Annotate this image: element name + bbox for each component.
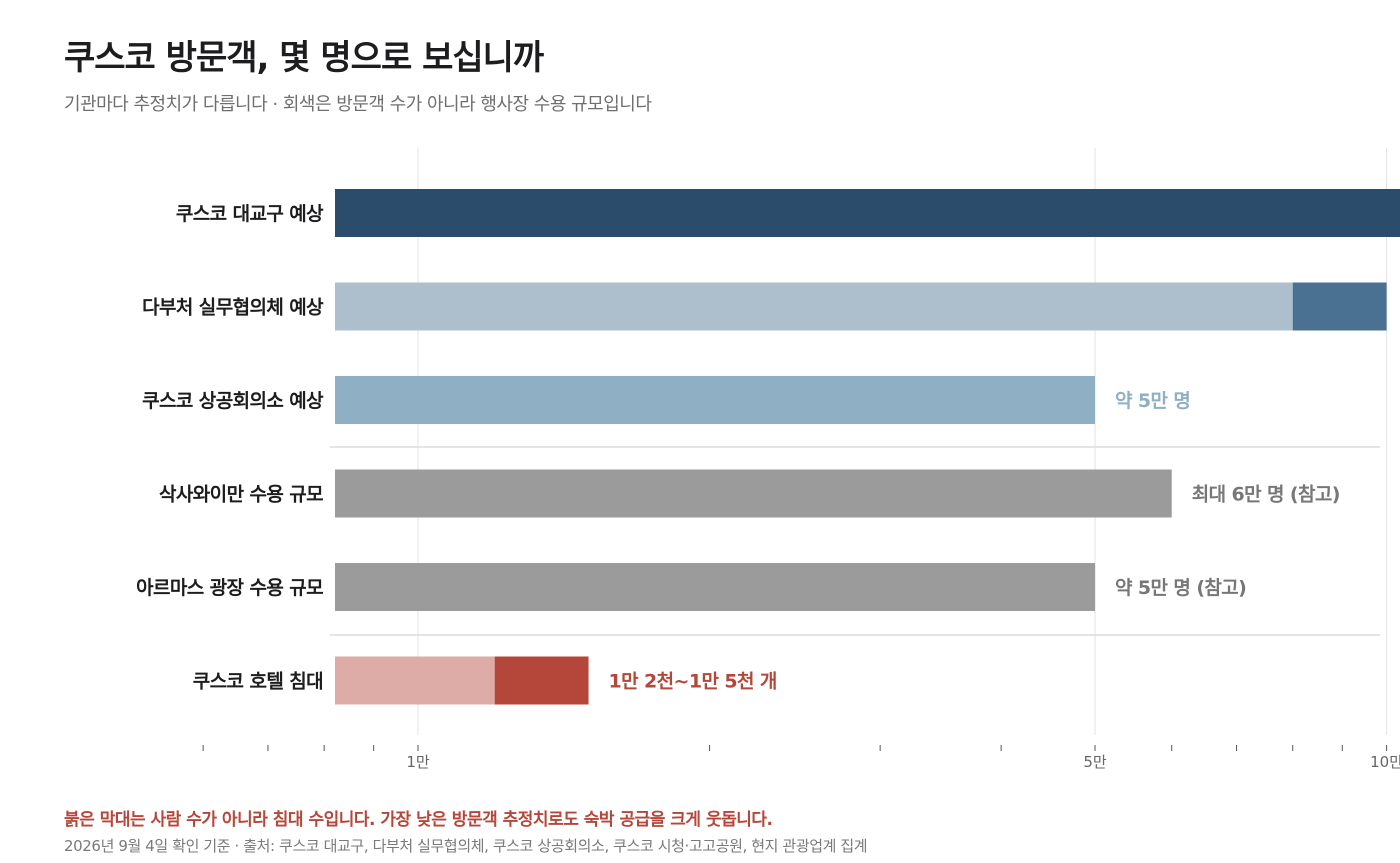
category-label-1: 다부처 실무협의체 예상 bbox=[142, 297, 324, 319]
value-label-5: 1만 2천~1만 5천 개 bbox=[609, 671, 777, 693]
tick-label-1: 5만 bbox=[1083, 753, 1107, 771]
category-label-2: 쿠스코 상공회의소 예상 bbox=[142, 390, 324, 412]
source-note: 2026년 9월 4일 확인 기준 · 출처: 쿠스코 대교구, 다부처 실무협… bbox=[64, 837, 868, 855]
bar-3 bbox=[335, 469, 1172, 518]
bar-1 bbox=[335, 282, 1293, 331]
value-label-4: 약 5만 명 (참고) bbox=[1115, 577, 1246, 599]
bar-5 bbox=[335, 656, 495, 705]
bar-2 bbox=[335, 376, 1096, 424]
chart-title: 쿠스코 방문객, 몇 명으로 보십니까 bbox=[64, 38, 544, 78]
category-label-5: 쿠스코 호텔 침대 bbox=[193, 671, 323, 693]
bar-4 bbox=[335, 563, 1096, 611]
bar-chart: 쿠스코 대교구 예상최소 50만 명다부처 실무협의체 예상8만~10만 명쿠스… bbox=[136, 148, 1400, 771]
category-label-0: 쿠스코 대교구 예상 bbox=[176, 203, 324, 225]
value-label-3: 최대 6만 명 (참고) bbox=[1192, 484, 1340, 506]
bar-0 bbox=[335, 189, 1400, 237]
chart-subtitle: 기관마다 추정치가 다릅니다 · 회색은 방문객 수가 아니라 행사장 수용 규… bbox=[64, 94, 652, 115]
category-label-3: 삭사와이만 수용 규모 bbox=[159, 484, 323, 506]
tick-label-0: 1만 bbox=[406, 753, 430, 771]
tick-label-2: 10만 bbox=[1370, 753, 1400, 771]
category-label-4: 아르마스 광장 수용 규모 bbox=[136, 577, 323, 599]
bar-range-5 bbox=[494, 656, 589, 705]
value-label-2: 약 5만 명 bbox=[1115, 390, 1190, 412]
footnote-warning: 붉은 막대는 사람 수가 아니라 침대 수입니다. 가장 낮은 방문객 추정치로… bbox=[64, 810, 773, 830]
bar-range-1 bbox=[1292, 282, 1387, 331]
